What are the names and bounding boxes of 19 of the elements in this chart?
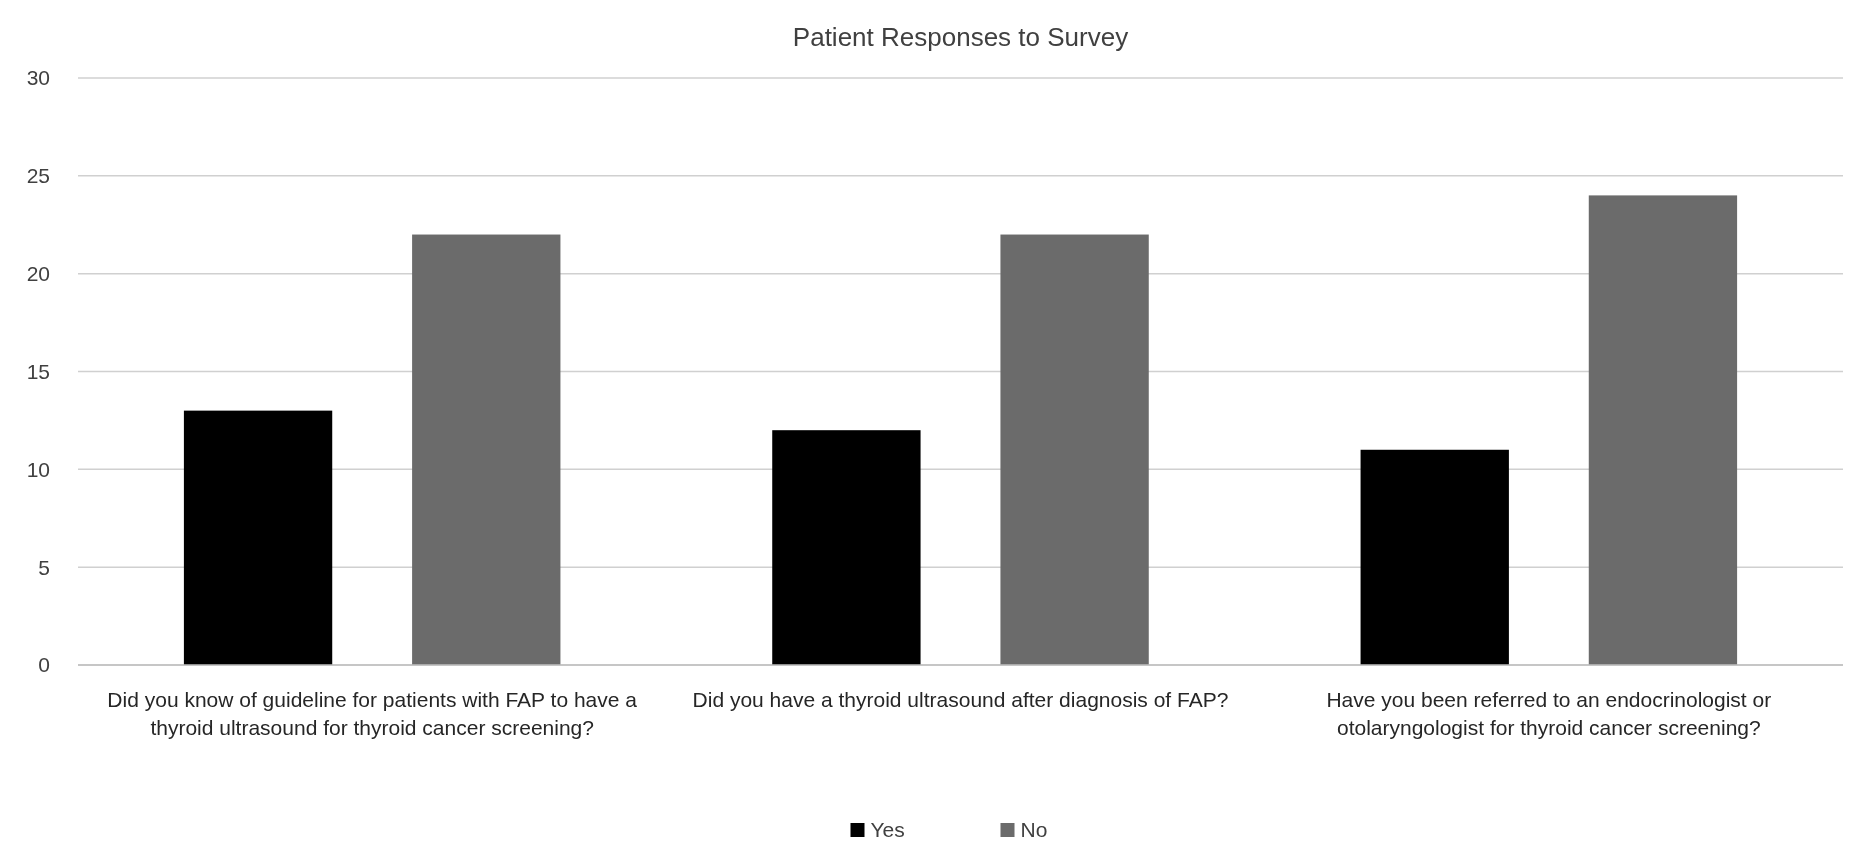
y-tick-label: 30 bbox=[26, 66, 50, 90]
y-tick-label: 10 bbox=[26, 457, 50, 481]
bar bbox=[1360, 449, 1509, 665]
y-tick-label: 0 bbox=[38, 653, 50, 677]
chart-title: Patient Responses to Survey bbox=[792, 22, 1129, 52]
legend-label: Yes bbox=[870, 818, 905, 842]
y-tick-label: 20 bbox=[26, 262, 50, 286]
y-tick-label: 15 bbox=[26, 359, 50, 383]
bar bbox=[412, 234, 561, 665]
bar bbox=[1000, 234, 1149, 665]
legend-label: No bbox=[1020, 818, 1048, 842]
bar bbox=[1588, 195, 1738, 665]
y-tick-label: 25 bbox=[26, 164, 50, 188]
x-tick-label: Have you been referred to an endocrinologist or otolaryngologist for thyroid cancer screening? bbox=[1326, 688, 1772, 739]
bar bbox=[772, 430, 921, 665]
x-tick-label: Did you know of guideline for patients with FAP to have a thyroid ultrasound for thyroid cancer screening? bbox=[107, 688, 638, 739]
y-tick-label: 5 bbox=[38, 555, 50, 579]
x-tick-label: Did you have a thyroid ultrasound after diagnosis of FAP? bbox=[692, 688, 1229, 711]
bar bbox=[183, 410, 333, 665]
